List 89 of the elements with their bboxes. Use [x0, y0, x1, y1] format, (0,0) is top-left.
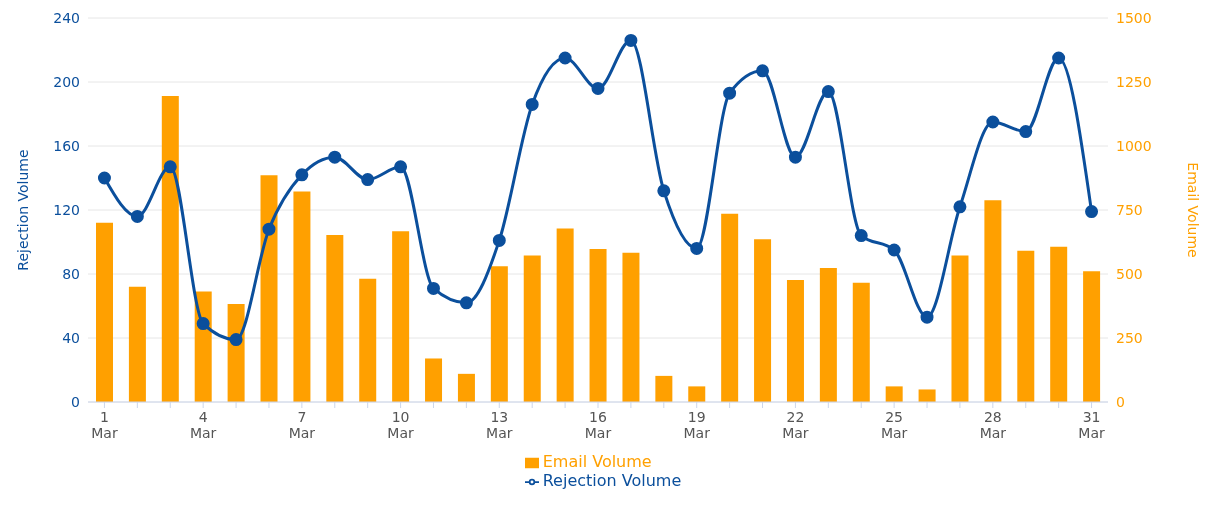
point: [788, 150, 802, 164]
y-tick-label: 0: [71, 393, 80, 410]
bar: [754, 239, 772, 402]
point: [690, 241, 704, 255]
point: [953, 200, 967, 214]
y2-axis-title: Email Volume: [1185, 162, 1202, 258]
point: [558, 51, 572, 65]
x-tick-label: 1 Mar: [91, 409, 118, 441]
y2-tick-label: 1000: [1116, 137, 1152, 154]
point: [854, 229, 868, 243]
y2-tick-label: 250: [1116, 329, 1143, 346]
legend-label: Email Volume: [542, 452, 652, 471]
bar: [556, 228, 574, 402]
x-tick-label: 31 Mar: [1078, 409, 1105, 441]
bar: [359, 278, 377, 402]
y-tick-label: 40: [62, 329, 80, 346]
y2-tick-label: 500: [1116, 265, 1143, 282]
point: [1019, 125, 1033, 139]
x-tick-label: 28 Mar: [979, 409, 1007, 441]
bar: [885, 386, 903, 402]
point: [591, 81, 605, 95]
point: [196, 317, 210, 331]
y2-tick-label: 1500: [1116, 9, 1152, 26]
bar: [852, 282, 870, 402]
point: [459, 296, 473, 310]
point: [492, 233, 506, 247]
y-tick-label: 160: [53, 137, 80, 154]
point: [624, 33, 638, 47]
bar: [1083, 271, 1101, 402]
point: [163, 160, 177, 174]
bar: [425, 358, 443, 402]
bar: [688, 386, 706, 402]
point: [887, 243, 901, 257]
y2-tick-label: 750: [1116, 201, 1143, 218]
bar: [293, 191, 311, 402]
bar: [721, 213, 739, 402]
point: [328, 150, 342, 164]
y-tick-label: 240: [53, 9, 80, 26]
point: [426, 281, 440, 295]
y2-tick-label: 1250: [1116, 73, 1152, 90]
bar: [260, 175, 278, 402]
point: [756, 64, 770, 78]
bar: [96, 222, 113, 402]
bar: [951, 255, 969, 402]
y-tick-label: 200: [53, 73, 80, 90]
bar: [490, 266, 508, 402]
point: [97, 171, 111, 185]
y2-tick-label: 0: [1116, 393, 1125, 410]
bar: [392, 231, 410, 402]
bar: [918, 389, 936, 402]
x-tick-label: 4 Mar: [189, 409, 217, 441]
point: [130, 209, 144, 223]
y-axis-title: Rejection Volume: [14, 149, 31, 271]
x-tick-label: 19 Mar: [683, 409, 711, 441]
point: [361, 173, 375, 187]
legend-label: Rejection Volume: [542, 471, 682, 490]
x-tick-label: 7 Mar: [288, 409, 316, 441]
x-tick-label: 16 Mar: [584, 409, 612, 441]
point: [1085, 205, 1099, 219]
bar: [128, 286, 146, 402]
y-tick-label: 80: [62, 265, 80, 282]
bar: [161, 96, 179, 402]
x-tick-label: 25 Mar: [880, 409, 908, 441]
bar: [984, 200, 1002, 402]
point: [920, 310, 934, 324]
point: [394, 160, 408, 174]
y-tick-label: 120: [53, 201, 80, 218]
bar: [786, 279, 804, 402]
x-tick-label: 10 Mar: [387, 409, 415, 441]
point: [821, 85, 835, 99]
point: [986, 115, 1000, 129]
point: [657, 184, 671, 198]
x-tick-label: 22 Mar: [782, 409, 809, 441]
point: [1052, 51, 1066, 65]
point: [525, 97, 539, 111]
bar: [523, 255, 541, 402]
point: [295, 168, 309, 182]
bar: [589, 248, 607, 402]
bar: [326, 235, 344, 402]
bar: [819, 268, 837, 402]
bar: [622, 252, 640, 402]
point: [723, 86, 737, 100]
bar: [1050, 246, 1068, 402]
bar: [457, 373, 475, 402]
point: [262, 222, 276, 236]
bar: [1017, 250, 1035, 402]
point: [229, 333, 243, 347]
bar: [655, 375, 673, 402]
x-tick-label: 13 Mar: [486, 409, 513, 441]
